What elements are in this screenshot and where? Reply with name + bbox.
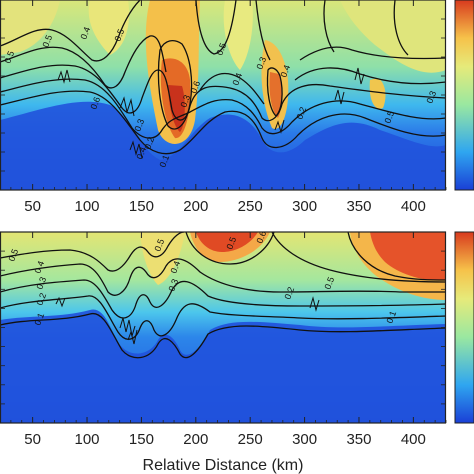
contour-label: 0.5	[152, 238, 166, 253]
lower-contour-0.5	[0, 232, 446, 283]
contour-label: 0.2	[34, 292, 48, 307]
upper-contour-0.6	[157, 39, 193, 130]
x-tick-label: 50	[24, 198, 41, 215]
upper-contour-lines	[0, 0, 446, 155]
x-tick-label: 200	[183, 198, 208, 215]
contour-label: 0.1	[157, 154, 171, 169]
contour-label: 0.6	[88, 96, 102, 111]
x-tick-label: 400	[401, 198, 426, 215]
upper-panel: 0.50.50.40.60.30.50.40.20.10.30.60.50.40…	[0, 0, 474, 215]
x-tick-label: 100	[75, 431, 100, 448]
contour-label: 0.5	[40, 34, 54, 49]
upper-contour-0.1	[0, 90, 446, 155]
upper-warm-region-4	[0, 0, 60, 55]
upper-colorbar	[454, 0, 474, 191]
contour-label: 0.3	[178, 94, 192, 109]
lower-contour-0.3	[0, 279, 446, 319]
upper-contour-0.6b	[266, 67, 283, 117]
contour-label: 0.4	[134, 146, 148, 161]
lower-hot-core-1	[196, 232, 258, 252]
x-tick-label: 250	[238, 198, 263, 215]
upper-warm-region-6	[223, 0, 253, 70]
upper-contour-0.2	[0, 78, 446, 139]
lower-contour-0.5b	[185, 232, 275, 265]
contour-label: 0.3	[132, 118, 146, 133]
lower-cold-base	[0, 309, 446, 423]
upper-contour-0.5	[0, 0, 446, 62]
x-tick-label: 200	[183, 431, 208, 448]
x-tick-label: 350	[346, 198, 371, 215]
contour-label: 0.1	[384, 310, 398, 325]
upper-contour-0.3	[0, 64, 446, 122]
lower-contour-lines	[0, 232, 446, 359]
contour-label: 0.4	[278, 64, 292, 79]
lower-warm-region-3	[140, 232, 185, 285]
contour-label: 0.3	[424, 90, 438, 105]
contour-label: 0.5	[2, 50, 16, 65]
lower-contour-noise	[55, 296, 320, 345]
upper-warm-region-7	[369, 78, 386, 109]
contour-label: 0.5	[382, 110, 396, 125]
lower-contour-0.4	[0, 258, 446, 296]
contour-label: 0.3	[34, 276, 48, 291]
upper-contour-0.4	[0, 35, 446, 105]
contour-label: 0.6	[254, 230, 268, 245]
contour-label: 0.5	[6, 248, 20, 263]
upper-contour-0.3-top	[323, 0, 409, 56]
x-tick-label: 400	[401, 431, 426, 448]
lower-contour-0.2	[0, 295, 446, 340]
contour-label: 0.4	[168, 260, 182, 275]
x-tick-label: 100	[75, 198, 100, 215]
lower-panel: 0.50.40.30.20.10.50.40.30.5 0.60.20.50.1 …	[0, 230, 474, 448]
contour-label: 0.5	[214, 42, 228, 57]
x-tick-label: 50	[24, 431, 41, 448]
upper-warm-region-3	[88, 0, 130, 55]
upper-contour-noise	[57, 67, 365, 159]
x-tick-label: 300	[292, 198, 317, 215]
contour-label: 0.3	[254, 56, 268, 71]
x-tick-label: 250	[238, 431, 263, 448]
lower-contour-0.6	[347, 232, 446, 281]
lower-contour-labels: 0.50.40.30.20.10.50.40.30.5 0.60.20.50.1	[6, 230, 398, 327]
contour-label: 0.4	[32, 260, 46, 275]
upper-hot-core-2	[269, 72, 282, 118]
contour-label: 0.5	[322, 276, 336, 291]
contour-label: 0.5	[112, 28, 126, 43]
contour-label: 0.4	[230, 72, 244, 87]
contour-label: 0.5	[224, 236, 238, 251]
upper-heatmap: 0.50.50.40.60.30.50.40.20.10.30.60.50.40…	[0, 0, 446, 190]
contour-label: 0.2	[282, 286, 296, 301]
lower-colorbar	[454, 231, 474, 424]
x-tick-label: 150	[129, 198, 154, 215]
upper-contour-labels: 0.50.50.40.60.30.50.40.20.10.30.60.50.40…	[2, 26, 438, 169]
lower-contour-0.1	[0, 313, 446, 359]
upper-x-ticks: 50 100 150 200 250 300 350 400	[0, 0, 447, 215]
lower-heatmap: 0.50.40.30.20.10.50.40.30.5 0.60.20.50.1	[0, 230, 446, 423]
x-tick-label: 300	[292, 431, 317, 448]
x-axis-title: Relative Distance (km)	[143, 457, 304, 474]
lower-hot-core-2	[370, 232, 446, 281]
x-tick-label: 150	[129, 431, 154, 448]
contour-label: 0.4	[78, 26, 92, 41]
contour-label: 0.1	[32, 312, 46, 327]
lower-x-ticks: 50 100 150 200 250 300 350 400	[0, 232, 447, 448]
contour-label: 0.6	[188, 80, 202, 95]
contour-label: 0.3	[166, 278, 180, 293]
contour-label: 0.2	[294, 106, 308, 121]
contour-label: 0.2	[142, 136, 156, 151]
x-tick-label: 350	[346, 431, 371, 448]
upper-warm-region-5	[340, 0, 446, 73]
upper-cold-base	[0, 101, 446, 190]
